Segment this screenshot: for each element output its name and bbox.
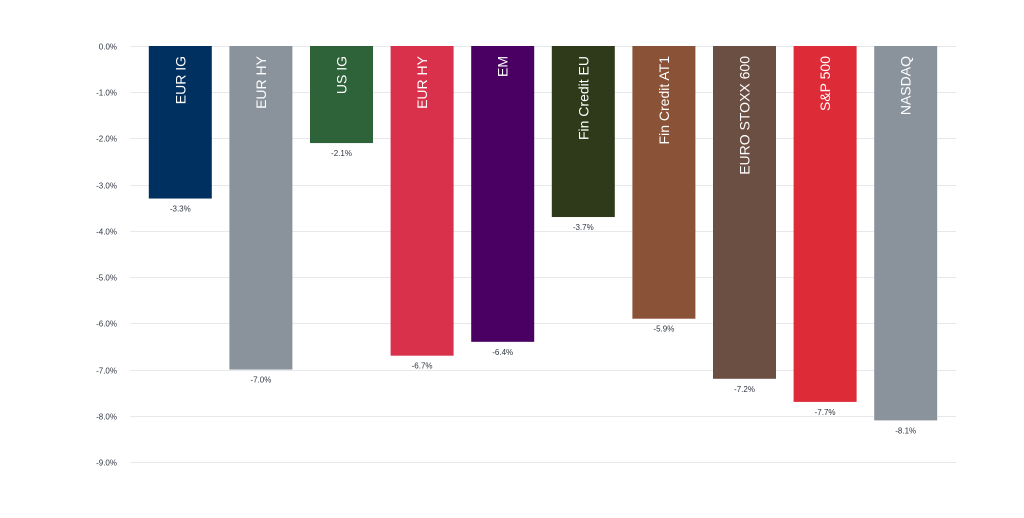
y-tick-label: -5.0% (96, 274, 117, 283)
bar-value-label: -2.1% (331, 149, 352, 158)
y-tick-label: -1.0% (96, 89, 117, 98)
bar (310, 46, 373, 144)
bar-category-label: EUR IG (172, 56, 188, 104)
bar (874, 46, 938, 421)
y-tick-label: -2.0% (96, 135, 117, 144)
bar-category-label: NASDAQ (898, 56, 914, 115)
bar (229, 46, 293, 370)
bar-value-label: -7.0% (250, 376, 271, 385)
bar (713, 46, 776, 379)
y-tick-label: 0.0% (99, 43, 117, 52)
bar (551, 46, 615, 218)
bar (793, 46, 857, 402)
bar-category-label: Fin Credit AT1 (656, 56, 672, 145)
bar-value-label: -6.7% (412, 362, 433, 371)
bar-category-label: EUR HY (414, 55, 430, 109)
bar (148, 46, 212, 199)
bar-value-label: -3.7% (573, 223, 594, 232)
bar-category-label: EURO STOXX 600 (737, 56, 753, 175)
bar-category-label: S&P 500 (817, 56, 833, 111)
bars: EUR IG -3.3% EUR HY -7.0% US IG -2.1% EUR HY -6… (148, 46, 938, 435)
bar-value-label: -3.3% (170, 205, 191, 214)
bar-value-label: -5.9% (653, 325, 674, 334)
bar (632, 46, 696, 319)
bar (390, 46, 454, 356)
bar-value-label: -8.1% (895, 426, 916, 435)
bar-category-label: Fin Credit EU (575, 56, 591, 140)
bar-value-label: -7.7% (815, 408, 836, 417)
y-tick-label: -4.0% (96, 228, 117, 237)
y-axis: 0.0% -1.0% -2.0% -3.0% -4.0% -5.0% -6.0% -7.0% -… (96, 43, 117, 468)
bar-category-label: US IG (334, 56, 350, 94)
bar-value-label: -7.2% (734, 385, 755, 394)
bar-category-label: EUR HY (253, 55, 269, 109)
y-tick-label: -3.0% (96, 182, 117, 191)
bar-category-label: EM (495, 56, 511, 77)
y-tick-label: -8.0% (96, 413, 117, 422)
bar-value-label: -6.4% (492, 348, 513, 357)
bar (471, 46, 535, 342)
y-tick-label: -6.0% (96, 320, 117, 329)
y-tick-label: -7.0% (96, 367, 117, 376)
y-tick-label: -9.0% (96, 459, 117, 468)
